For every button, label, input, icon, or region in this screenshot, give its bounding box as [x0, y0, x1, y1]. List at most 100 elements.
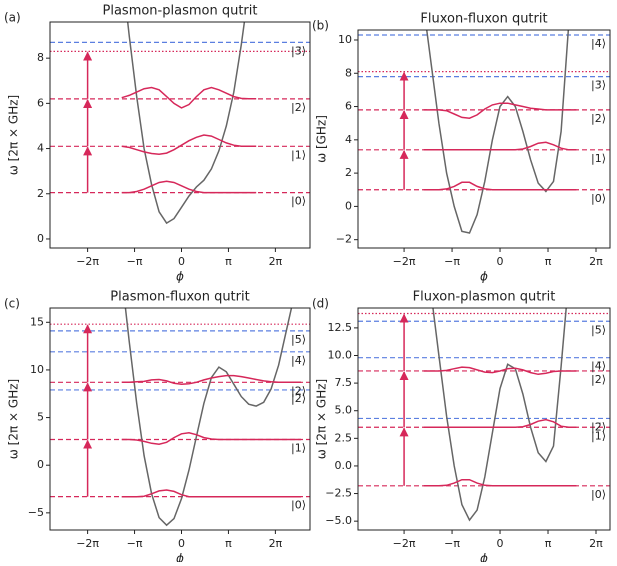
x-tick-label: 2π: [269, 255, 283, 268]
x-tick-label: −π: [444, 255, 460, 268]
wavefunction: [423, 102, 577, 119]
x-tick-label: π: [545, 255, 552, 268]
x-axis-label: ϕ: [176, 552, 184, 563]
y-axis-label: ω [2π × GHz]: [7, 379, 21, 459]
level-label: |5̄⟩: [291, 333, 306, 346]
x-tick-label: π: [225, 255, 232, 268]
x-tick-label: −π: [127, 255, 143, 268]
level-label: |2⟩: [291, 101, 306, 114]
y-tick-label: −5.0: [325, 514, 352, 527]
level-label: |0⟩: [591, 488, 606, 501]
y-tick-label: 10.0: [328, 348, 353, 361]
axes-frame: [357, 29, 611, 249]
y-axis-label: ω [2π × GHz]: [315, 379, 329, 459]
y-tick-label: 4: [345, 133, 352, 146]
plot-area: [50, 308, 310, 527]
y-tick-label: 5: [37, 411, 44, 424]
y-tick-label: 8: [37, 51, 44, 64]
level-label: |4̄⟩: [291, 354, 306, 367]
wavefunction: [423, 478, 577, 487]
level-label: |4̄⟩: [591, 37, 606, 50]
level-label: |1⟩: [291, 148, 306, 161]
y-tick-label: 6: [37, 96, 44, 109]
axes-frame: [357, 307, 611, 531]
x-tick-label: 0: [178, 255, 185, 268]
y-tick-label: 6: [345, 100, 352, 113]
plot-area: [50, 22, 310, 225]
x-tick-label: 0: [178, 537, 185, 550]
y-tick-label: 2.5: [335, 431, 353, 444]
x-tick-label: π: [225, 537, 232, 550]
wavefunction: [121, 134, 257, 155]
x-tick-label: −2π: [393, 255, 416, 268]
level-label: |0⟩: [291, 499, 306, 512]
y-tick-label: 2: [37, 187, 44, 200]
level-label: |0⟩: [591, 192, 606, 205]
y-tick-label: 8: [345, 66, 352, 79]
x-tick-label: 2π: [589, 537, 603, 550]
y-tick-label: −2.5: [325, 487, 352, 500]
x-tick-label: −π: [444, 537, 460, 550]
x-tick-label: 2π: [589, 255, 603, 268]
level-label: |1⟩: [591, 429, 606, 442]
potential-curve: [126, 22, 246, 225]
level-label: |2⟩: [591, 373, 606, 386]
wavefunction: [423, 141, 577, 151]
level-label: |4̄⟩: [591, 360, 606, 373]
level-label: |2⟩: [291, 384, 306, 397]
x-axis-label: ϕ: [480, 270, 488, 284]
wavefunction: [121, 374, 301, 385]
y-tick-label: 0: [37, 458, 44, 471]
level-label: |3̄⟩: [591, 79, 606, 92]
wavefunction: [121, 86, 257, 109]
y-axis-label: ω [2π × GHz]: [7, 95, 21, 175]
panel-label: (c): [4, 297, 20, 311]
y-tick-label: 2: [345, 166, 352, 179]
wavefunction: [423, 366, 577, 376]
x-tick-label: 0: [497, 255, 504, 268]
panel-label: (b): [312, 19, 329, 33]
y-tick-label: 10: [338, 33, 352, 46]
y-tick-label: 12.5: [328, 321, 353, 334]
wavefunction: [121, 180, 257, 194]
level-label: |3̄⟩: [291, 44, 306, 57]
panel: −2π −π 0 π 2π −2 0 2 4 6 8 10 |0⟩ |1⟩ |2⟩ |3̄⟩ |4̄⟩ Fluxo…: [312, 12, 611, 284]
y-tick-label: 4: [37, 142, 44, 155]
axes-frame: [49, 21, 311, 249]
panel-title: Fluxon-plasmon qutrit: [413, 290, 556, 305]
level-label: |2̄⟩: [591, 420, 606, 433]
x-axis-label: ϕ: [480, 552, 488, 563]
panel-label: (a): [4, 11, 21, 25]
level-label: |1⟩: [591, 152, 606, 165]
y-axis-label: ω [GHz]: [315, 115, 329, 163]
axes-frame: [49, 307, 311, 531]
level-label: |1⟩: [291, 441, 306, 454]
level-label: |5̄⟩: [591, 323, 606, 336]
wavefunction: [423, 181, 577, 191]
y-tick-label: −2: [336, 233, 352, 246]
panel: −2π −π 0 π 2π −5 0 5 10 15 |0⟩ |1⟩ |2̄⟩|2⟩ |4̄⟩ |5̄⟩ Pl…: [4, 290, 311, 566]
x-tick-label: π: [545, 537, 552, 550]
potential-curve: [432, 308, 567, 522]
panel-title: Fluxon-fluxon qutrit: [420, 12, 547, 27]
x-tick-label: 0: [497, 537, 504, 550]
y-tick-label: 0: [37, 232, 44, 245]
plot-area: [358, 308, 610, 522]
panel-title: Plasmon-plasmon qutrit: [103, 4, 258, 19]
panel: −2π −π 0 π 2π 0 2 4 6 8 |0⟩ |1⟩ |2⟩ |3̄⟩ Plasmon-plasm…: [4, 4, 311, 284]
level-label: |0⟩: [291, 195, 306, 208]
y-tick-label: 10: [30, 363, 44, 376]
panel: −2π −π 0 π 2π −5.0 −2.5 0.0 2.5 5.0 7.5 10.0 12.5 |0⟩…: [312, 290, 611, 566]
wavefunction: [121, 432, 301, 445]
x-tick-label: 2π: [269, 537, 283, 550]
wavefunction: [423, 418, 577, 429]
x-tick-label: −2π: [393, 537, 416, 550]
y-tick-label: 7.5: [335, 376, 353, 389]
plot-area: [358, 30, 610, 234]
y-tick-label: 15: [30, 315, 44, 328]
y-tick-label: 0: [345, 199, 352, 212]
level-label: |2⟩: [591, 112, 606, 125]
potential-curve: [425, 30, 570, 234]
panel-title: Plasmon-fluxon qutrit: [110, 290, 249, 305]
x-tick-label: −π: [127, 537, 143, 550]
